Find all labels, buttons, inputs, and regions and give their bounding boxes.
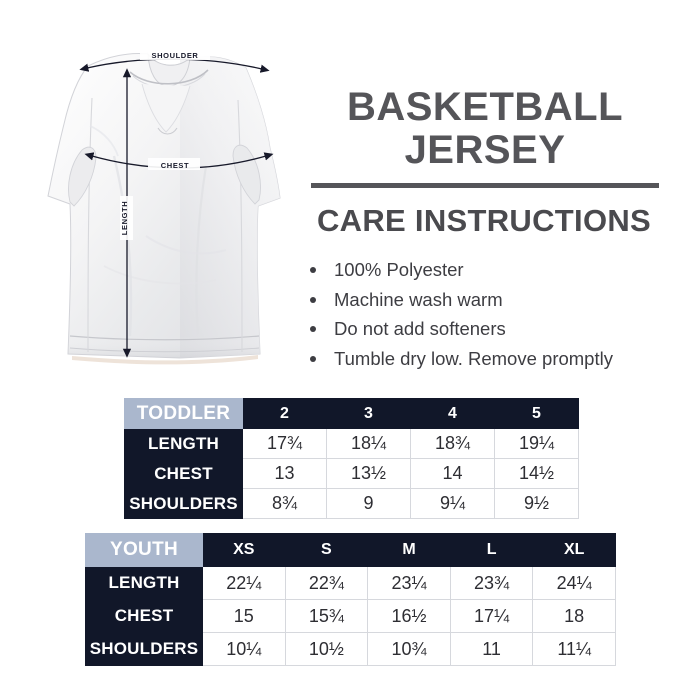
table-corner-label: YOUTH [85, 533, 203, 567]
measure-cell: 23¼ [367, 566, 451, 600]
measure-cell: 23¾ [449, 566, 534, 600]
row-label: CHEST [124, 458, 243, 489]
measure-cell: 13½ [326, 458, 411, 489]
title-line-1: BASKETBALL [346, 85, 624, 129]
size-header-cell: M [367, 533, 451, 567]
jersey-diagram: SHOULDER CHEST LENGTH [30, 36, 300, 366]
table-row: CHEST 13 13½ 14 14½ [124, 458, 579, 489]
measure-cell: 11¼ [532, 632, 616, 666]
size-header-cell: XL [532, 533, 616, 567]
row-label: SHOULDERS [85, 632, 203, 666]
measure-cell: 10¼ [202, 632, 286, 666]
list-item: Do not add softeners [308, 314, 678, 344]
size-header-cell: 5 [494, 398, 579, 429]
jersey-body-shape [47, 52, 281, 365]
table-header-row: YOUTH XS S M L XL [85, 533, 616, 567]
size-table-toddler: TODDLER 2 3 4 5 LENGTH 17¾ 18¼ 18¾ 19¼ C… [124, 398, 579, 519]
measure-cell: 9 [326, 488, 411, 519]
table-row: LENGTH 22¼ 22¾ 23¼ 23¾ 24¼ [85, 566, 616, 600]
bullet-icon [310, 267, 316, 273]
measure-cell: 22¼ [202, 566, 286, 600]
measure-cell: 10¾ [367, 632, 451, 666]
measure-cell: 22¾ [284, 566, 369, 600]
care-item-text: Tumble dry low. Remove promptly [334, 347, 613, 369]
jersey-illustration: SHOULDER CHEST LENGTH [47, 48, 281, 365]
size-table-youth: YOUTH XS S M L XL LENGTH 22¼ 22¾ 23¼ 23¾… [85, 533, 616, 666]
row-label: LENGTH [124, 428, 243, 459]
size-header-cell: L [449, 533, 534, 567]
care-instructions-heading: CARE INSTRUCTIONS [316, 203, 652, 238]
care-instructions-list: 100% Polyester Machine wash warm Do not … [308, 255, 678, 373]
row-label: LENGTH [85, 566, 203, 600]
measure-cell: 8¾ [242, 488, 327, 519]
measure-cell: 14½ [494, 458, 579, 489]
table-row: SHOULDERS 10¼ 10½ 10¾ 11 11¼ [85, 632, 616, 666]
row-label: SHOULDERS [124, 488, 243, 519]
size-header-cell: XS [202, 533, 286, 567]
list-item: 100% Polyester [308, 255, 678, 285]
measurement-annotations: SHOULDER CHEST LENGTH [79, 48, 274, 358]
measure-cell: 19¼ [494, 428, 579, 459]
measure-cell: 15 [202, 599, 286, 633]
measure-cell: 11 [449, 632, 534, 666]
chest-label: CHEST [161, 161, 189, 170]
measure-cell: 24¼ [532, 566, 616, 600]
table-header-row: TODDLER 2 3 4 5 [124, 398, 579, 429]
size-header-cell: 2 [242, 398, 327, 429]
size-header-cell: 3 [326, 398, 411, 429]
title-line-2: JERSEY [404, 128, 566, 172]
product-title: BASKETBALL JERSEY [310, 86, 660, 172]
list-item: Tumble dry low. Remove promptly [308, 344, 678, 374]
care-item-text: Machine wash warm [334, 288, 503, 310]
table-row: SHOULDERS 8¾ 9 9¼ 9½ [124, 488, 579, 519]
bullet-icon [310, 355, 316, 362]
measure-cell: 17¼ [449, 599, 534, 633]
measure-cell: 9½ [494, 488, 579, 519]
size-header-cell: 4 [410, 398, 495, 429]
measure-cell: 9¼ [410, 488, 495, 519]
table-row: CHEST 15 15¾ 16½ 17¼ 18 [85, 599, 616, 633]
care-item-text: 100% Polyester [334, 259, 464, 280]
row-label: CHEST [85, 599, 203, 633]
length-label: LENGTH [120, 201, 129, 235]
bullet-icon [310, 326, 316, 332]
measure-cell: 18¼ [326, 428, 411, 459]
measure-cell: 17¾ [242, 428, 327, 459]
size-header-cell: S [284, 533, 369, 567]
table-row: LENGTH 17¾ 18¼ 18¾ 19¼ [124, 428, 579, 459]
measure-cell: 14 [410, 458, 495, 489]
care-item-text: Do not add softeners [334, 318, 506, 339]
measure-cell: 15¾ [284, 599, 369, 633]
measure-cell: 13 [242, 458, 327, 489]
measure-cell: 18 [532, 599, 616, 633]
measure-cell: 16½ [367, 599, 451, 633]
table-corner-label: TODDLER [124, 398, 243, 429]
title-divider [311, 183, 659, 188]
measure-cell: 18¾ [410, 428, 495, 459]
bullet-icon [310, 296, 316, 303]
measure-cell: 10½ [284, 632, 369, 666]
shoulder-label: SHOULDER [152, 51, 199, 60]
list-item: Machine wash warm [308, 285, 678, 315]
